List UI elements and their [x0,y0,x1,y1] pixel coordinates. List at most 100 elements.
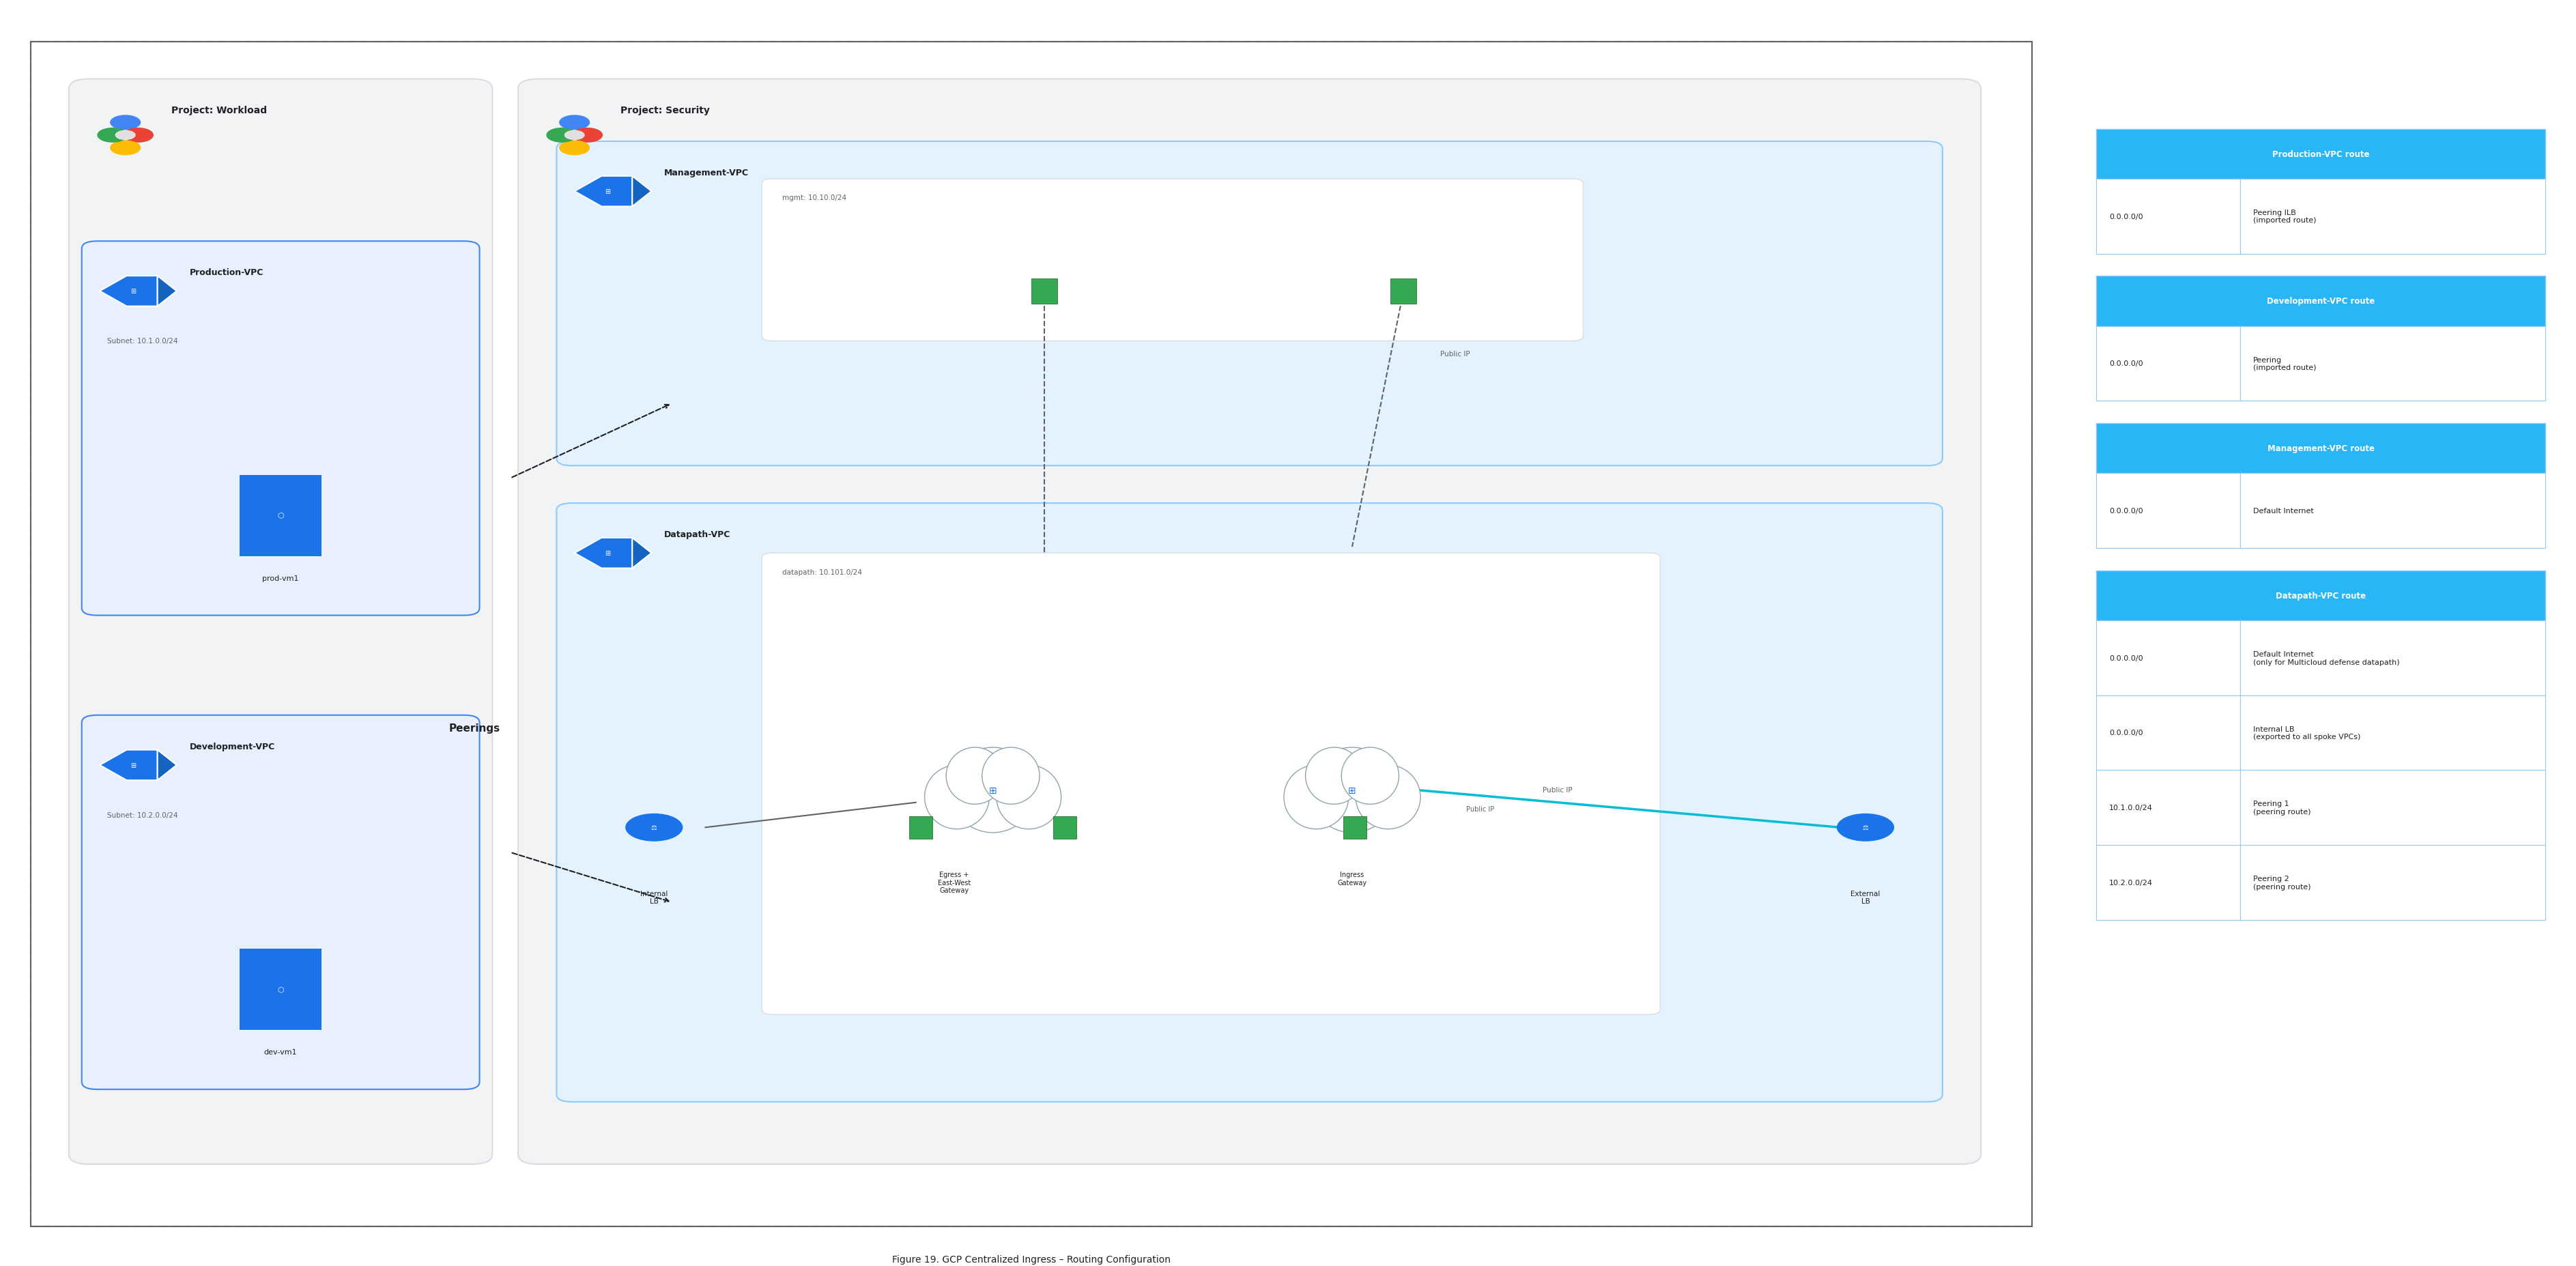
Circle shape [546,128,577,143]
FancyBboxPatch shape [556,504,1942,1101]
Bar [2097,276,2545,327]
Text: Management-VPC: Management-VPC [665,168,750,177]
Bar [240,475,322,557]
Circle shape [559,141,590,156]
Ellipse shape [925,766,989,829]
Text: ⊞: ⊞ [605,549,611,557]
Text: Public IP: Public IP [1543,786,1571,794]
Circle shape [564,130,585,141]
Text: Peering ILB
(imported route): Peering ILB (imported route) [2254,209,2316,224]
Ellipse shape [1342,748,1399,804]
Text: 0.0.0.0/0: 0.0.0.0/0 [2110,361,2143,367]
Text: Datapath-VPC route: Datapath-VPC route [2277,591,2367,600]
Text: 0.0.0.0/0: 0.0.0.0/0 [2110,508,2143,514]
Circle shape [626,814,683,842]
Text: Project: Security: Project: Security [621,106,711,115]
Text: ⊞: ⊞ [989,785,997,795]
Text: Subnet: 10.2.0.0/24: Subnet: 10.2.0.0/24 [108,812,178,819]
Bar [2097,846,2241,920]
Bar [2241,327,2545,401]
Text: Subnet: 10.1.0.0/24: Subnet: 10.1.0.0/24 [108,338,178,344]
Circle shape [111,115,142,130]
Bar [2241,180,2545,254]
Text: Default Internet
(only for Multicloud defense datapath): Default Internet (only for Multicloud de… [2254,651,2398,666]
Bar [1342,817,1365,839]
Bar [2097,571,2545,620]
Text: ⚖: ⚖ [1862,824,1868,830]
Text: ⬡: ⬡ [278,986,283,993]
Bar [2097,327,2241,401]
Bar [2241,473,2545,548]
Bar [2241,620,2545,695]
Text: Management-VPC route: Management-VPC route [2267,444,2375,453]
Text: Peering
(imported route): Peering (imported route) [2254,357,2316,371]
Text: 0.0.0.0/0: 0.0.0.0/0 [2110,213,2143,220]
Text: External
LB: External LB [1850,890,1880,905]
Text: Peerings: Peerings [448,723,500,733]
Text: Datapath-VPC: Datapath-VPC [665,530,732,539]
Bar [2241,846,2545,920]
Text: Development-VPC route: Development-VPC route [2267,298,2375,306]
Ellipse shape [945,748,1005,804]
Bar [2097,473,2241,548]
Polygon shape [157,749,178,780]
Ellipse shape [981,748,1041,804]
Polygon shape [631,538,652,568]
Ellipse shape [951,748,1036,833]
Circle shape [124,128,155,143]
Text: Figure 19. GCP Centralized Ingress – Routing Configuration: Figure 19. GCP Centralized Ingress – Rou… [891,1255,1170,1263]
Bar [2241,695,2545,770]
Text: Internal
LB: Internal LB [641,890,667,905]
Circle shape [559,115,590,130]
Circle shape [111,141,142,156]
Polygon shape [574,176,631,206]
Text: ⊞: ⊞ [131,289,137,295]
Bar [909,817,933,839]
Text: Peering 1
(peering route): Peering 1 (peering route) [2254,800,2311,815]
Ellipse shape [1355,766,1419,829]
Circle shape [1837,814,1893,842]
Ellipse shape [997,766,1061,829]
Circle shape [572,128,603,143]
Text: Ingress
Gateway: Ingress Gateway [1337,871,1368,886]
Text: Egress +
East-West
Gateway: Egress + East-West Gateway [938,871,971,894]
Text: ⊞: ⊞ [1347,785,1355,795]
Text: ⚖: ⚖ [652,824,657,830]
Polygon shape [157,276,178,306]
Ellipse shape [1309,748,1396,833]
Text: ⊞: ⊞ [605,189,611,195]
Polygon shape [100,276,157,306]
Text: Default Internet: Default Internet [2254,508,2313,514]
Text: Internal LB
(exported to all spoke VPCs): Internal LB (exported to all spoke VPCs) [2254,725,2360,741]
Text: dev-vm1: dev-vm1 [265,1048,296,1056]
Bar [2097,424,2545,473]
Circle shape [116,130,137,141]
Text: Production-VPC: Production-VPC [191,268,263,277]
Text: Production-VPC route: Production-VPC route [2272,149,2370,158]
Text: Public IP: Public IP [1440,351,1471,357]
Bar [2241,770,2545,846]
Bar [2097,129,2545,180]
Text: Project: Workload: Project: Workload [173,106,268,115]
Ellipse shape [1306,748,1363,804]
Text: 10.2.0.0/24: 10.2.0.0/24 [2110,879,2154,886]
FancyBboxPatch shape [70,80,492,1165]
FancyBboxPatch shape [82,242,479,615]
FancyBboxPatch shape [518,80,1981,1165]
Polygon shape [631,176,652,206]
Bar [2097,180,2241,254]
Polygon shape [100,749,157,780]
Bar [240,950,322,1031]
Ellipse shape [1283,766,1350,829]
Text: Development-VPC: Development-VPC [191,742,276,751]
Bar [2097,770,2241,846]
Bar [2097,695,2241,770]
Text: datapath: 10.101.0/24: datapath: 10.101.0/24 [783,568,863,576]
FancyBboxPatch shape [82,715,479,1090]
Text: prod-vm1: prod-vm1 [263,575,299,581]
Text: 0.0.0.0/0: 0.0.0.0/0 [2110,655,2143,661]
Polygon shape [574,538,631,568]
Text: 0.0.0.0/0: 0.0.0.0/0 [2110,729,2143,737]
Text: ⬡: ⬡ [278,513,283,519]
Text: mgmt: 10.10.0/24: mgmt: 10.10.0/24 [783,195,848,201]
